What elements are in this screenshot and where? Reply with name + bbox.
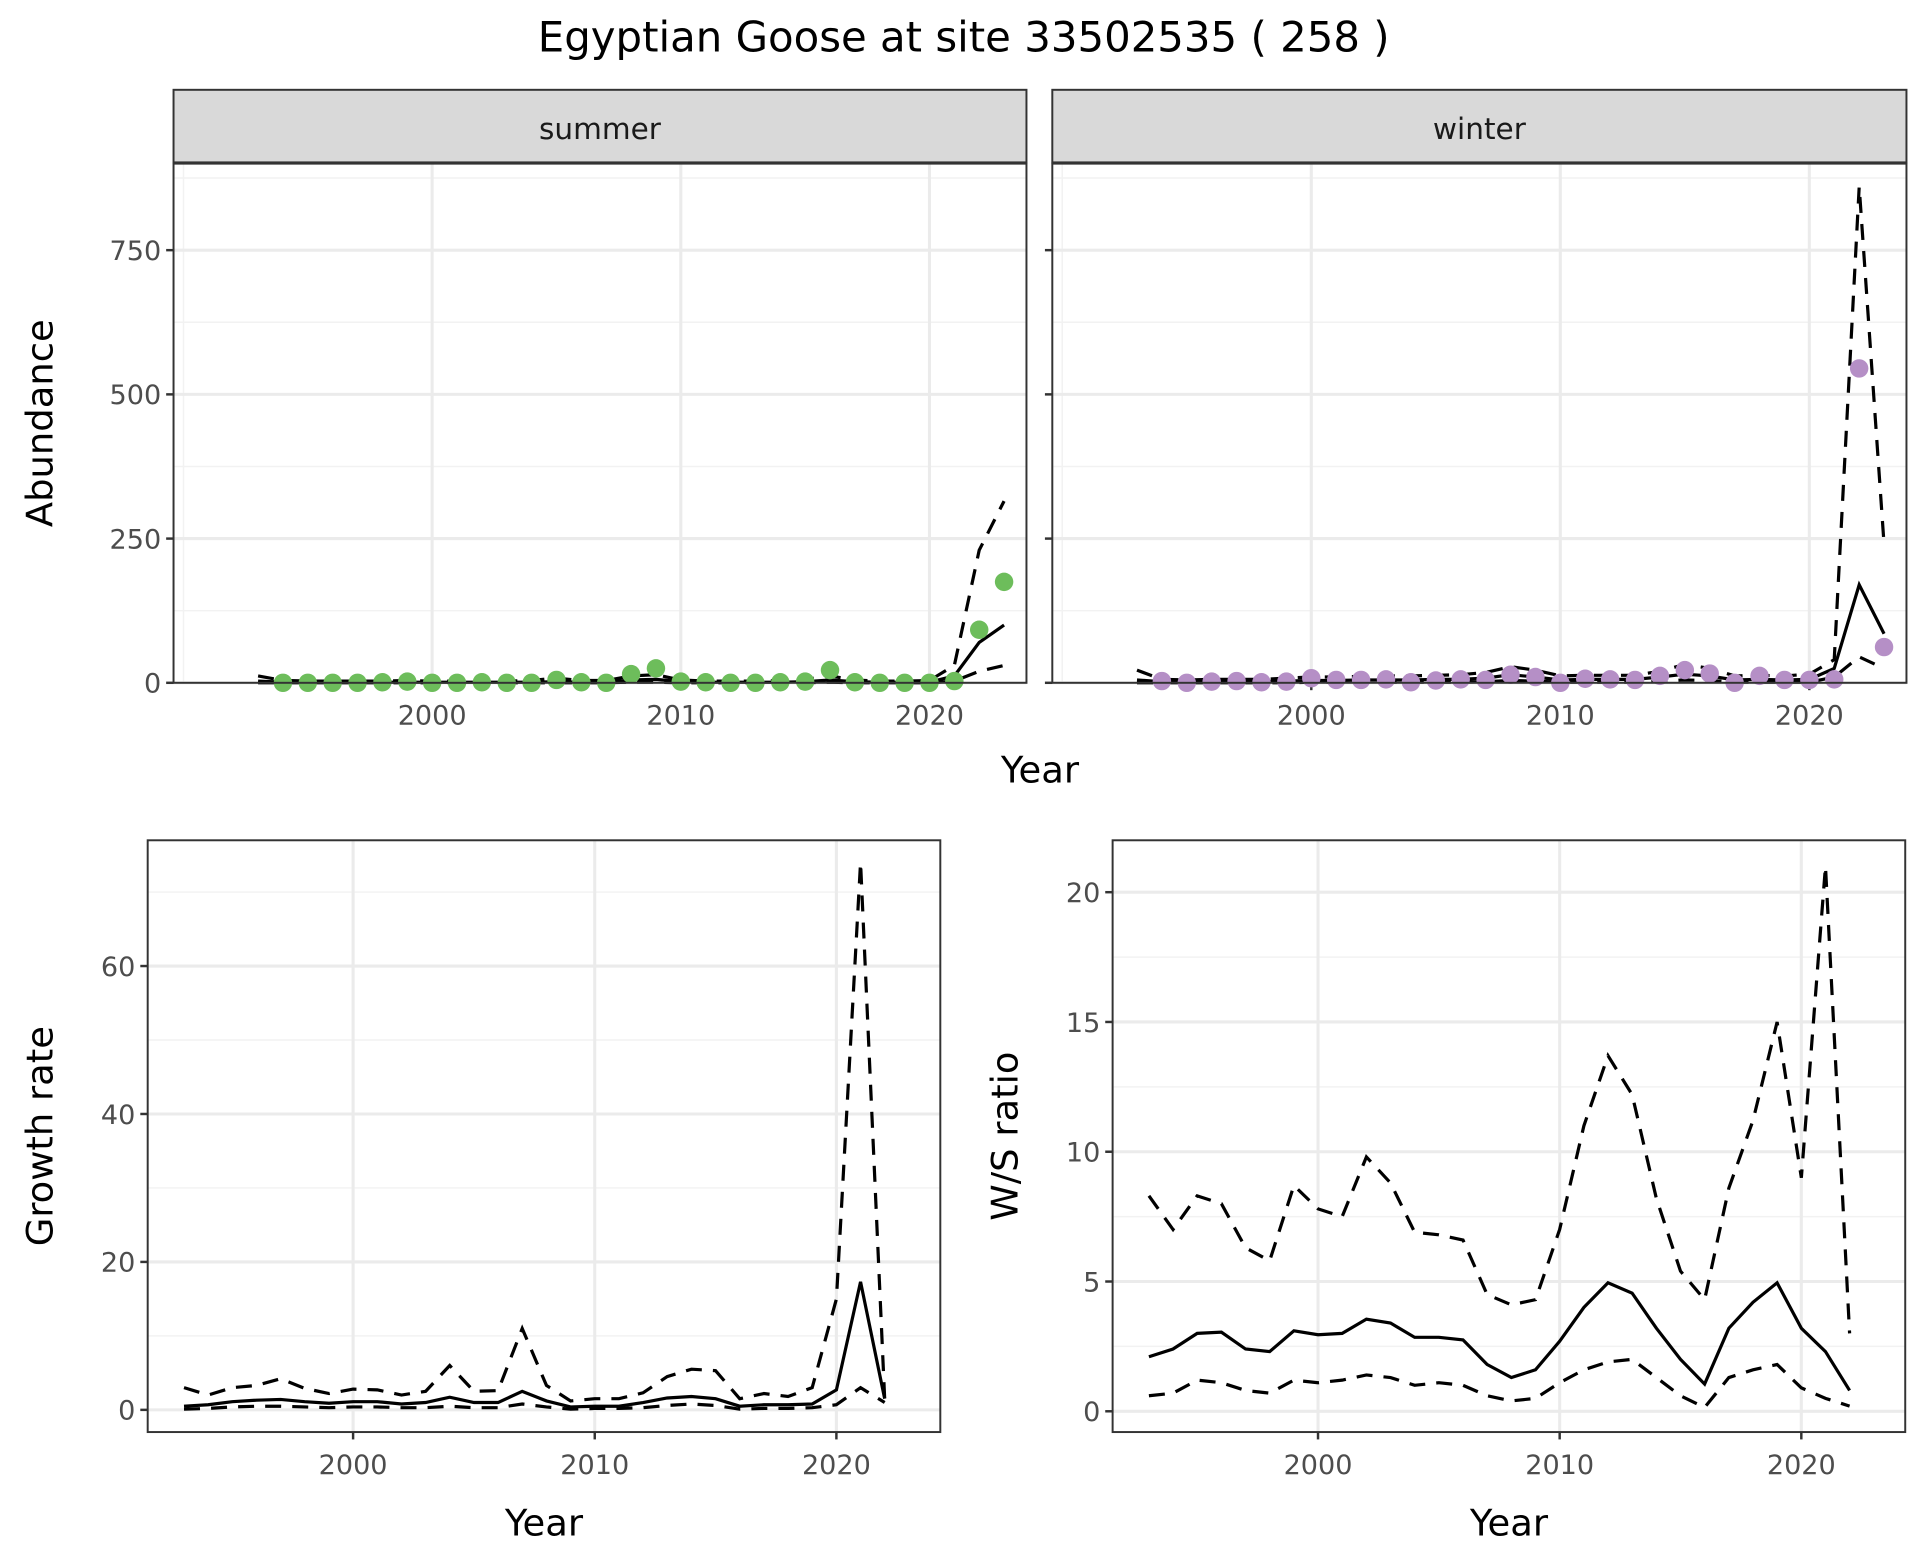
y-tick-label: 5 bbox=[1083, 1267, 1100, 1298]
data-point bbox=[1277, 672, 1296, 691]
y-tick-label: 750 bbox=[110, 236, 162, 267]
data-point bbox=[1376, 670, 1396, 689]
data-point bbox=[646, 659, 666, 678]
y-tick-label: 0 bbox=[118, 1396, 135, 1427]
x-tick-label: 2020 bbox=[895, 701, 964, 732]
data-point bbox=[671, 672, 691, 691]
y-tick-label: 0 bbox=[1083, 1397, 1100, 1428]
panel-summer: 0 250 500 750 2000 2010 2020 summer Abundance bbox=[18, 88, 1028, 732]
mean-line bbox=[183, 1281, 887, 1409]
x-axis-title: Year bbox=[504, 1501, 584, 1544]
panel-border bbox=[146, 839, 942, 1434]
data-point bbox=[1874, 637, 1894, 657]
data-point bbox=[820, 660, 840, 680]
x-tick-label: 2010 bbox=[1525, 1450, 1594, 1481]
data-point bbox=[945, 671, 964, 691]
y-tick-label: 10 bbox=[1066, 1138, 1100, 1169]
x-tick-label: 2020 bbox=[1767, 1450, 1836, 1481]
data-point bbox=[1501, 665, 1520, 684]
data-point bbox=[1202, 672, 1221, 691]
x-axis-title: Year bbox=[1469, 1501, 1549, 1544]
panel-growth: 0 20 40 60 2000 2010 2020 Growth rate Year bbox=[18, 839, 942, 1544]
data-point bbox=[795, 672, 815, 691]
data-point bbox=[1650, 666, 1670, 686]
data-point bbox=[621, 664, 641, 684]
y-tick-label: 15 bbox=[1066, 1008, 1100, 1039]
plot-background bbox=[173, 163, 1027, 683]
y-tick-label: 20 bbox=[1066, 878, 1100, 909]
x-tick-label: 2000 bbox=[319, 1450, 388, 1481]
data-point bbox=[1825, 670, 1844, 689]
facet-label: summer bbox=[539, 112, 662, 146]
x-tick-label: 2020 bbox=[1775, 701, 1844, 732]
data-point bbox=[1227, 671, 1246, 691]
data-point bbox=[1575, 669, 1595, 688]
data-point bbox=[1326, 670, 1346, 690]
upper-bound-line bbox=[1147, 866, 1852, 1334]
panel-border bbox=[172, 162, 1028, 684]
data-point bbox=[969, 620, 989, 639]
data-point bbox=[1625, 670, 1645, 690]
x-tick-label: 2000 bbox=[1277, 701, 1346, 732]
data-point bbox=[1451, 670, 1470, 689]
x-axis-title: Year bbox=[1000, 748, 1080, 791]
facet-strip bbox=[172, 88, 1028, 164]
x-tick-label: 2010 bbox=[560, 1450, 629, 1481]
facet-label: winter bbox=[1433, 112, 1527, 146]
data-point bbox=[1476, 670, 1495, 690]
lower-bound-line bbox=[1148, 1357, 1851, 1410]
chart-title: Egyptian Goose at site 33502535 ( 258 ) bbox=[538, 13, 1390, 62]
x-tick-label: 2020 bbox=[802, 1450, 871, 1481]
panel-border bbox=[1051, 162, 1908, 684]
plot-background bbox=[147, 840, 941, 1433]
y-axis-title: Abundance bbox=[18, 319, 61, 527]
facet-strip bbox=[1051, 88, 1908, 164]
mean-line bbox=[1148, 1280, 1851, 1392]
y-tick-label: 20 bbox=[101, 1248, 135, 1279]
panel-border bbox=[1111, 839, 1907, 1434]
y-tick-label: 60 bbox=[101, 952, 135, 983]
y-axis-title: Growth rate bbox=[18, 1026, 61, 1246]
data-point bbox=[1351, 670, 1371, 690]
plot-background bbox=[1052, 163, 1907, 683]
x-tick-label: 2000 bbox=[1284, 1450, 1353, 1481]
lower-bound-line bbox=[183, 1385, 886, 1411]
upper-bound-line bbox=[183, 862, 887, 1403]
data-point bbox=[1800, 670, 1819, 690]
y-tick-label: 40 bbox=[101, 1100, 135, 1131]
data-point bbox=[994, 572, 1014, 592]
data-point bbox=[547, 670, 566, 690]
data-point bbox=[1750, 666, 1769, 686]
panel-ratio: 0 5 10 15 20 2000 2010 2020 W/S ratio Year bbox=[983, 839, 1907, 1544]
data-point bbox=[398, 672, 417, 691]
x-tick-label: 2010 bbox=[1526, 701, 1595, 732]
y-tick-label: 0 bbox=[144, 669, 161, 700]
x-tick-label: 2010 bbox=[646, 701, 715, 732]
data-point bbox=[1675, 660, 1695, 680]
data-point bbox=[1152, 671, 1172, 691]
data-point bbox=[1600, 670, 1620, 689]
y-axis-title: W/S ratio bbox=[983, 1052, 1026, 1221]
data-point bbox=[1526, 667, 1545, 687]
data-point bbox=[1775, 670, 1794, 690]
plot-background bbox=[1112, 840, 1906, 1433]
data-point bbox=[1849, 359, 1869, 378]
panel-winter: 2000 2010 2020 winter Year bbox=[1000, 88, 1908, 791]
y-tick-label: 250 bbox=[110, 524, 162, 555]
data-point bbox=[1700, 664, 1719, 683]
y-tick-label: 500 bbox=[110, 380, 162, 411]
data-point bbox=[1426, 671, 1446, 690]
data-point bbox=[1302, 668, 1321, 688]
x-tick-label: 2000 bbox=[398, 701, 467, 732]
